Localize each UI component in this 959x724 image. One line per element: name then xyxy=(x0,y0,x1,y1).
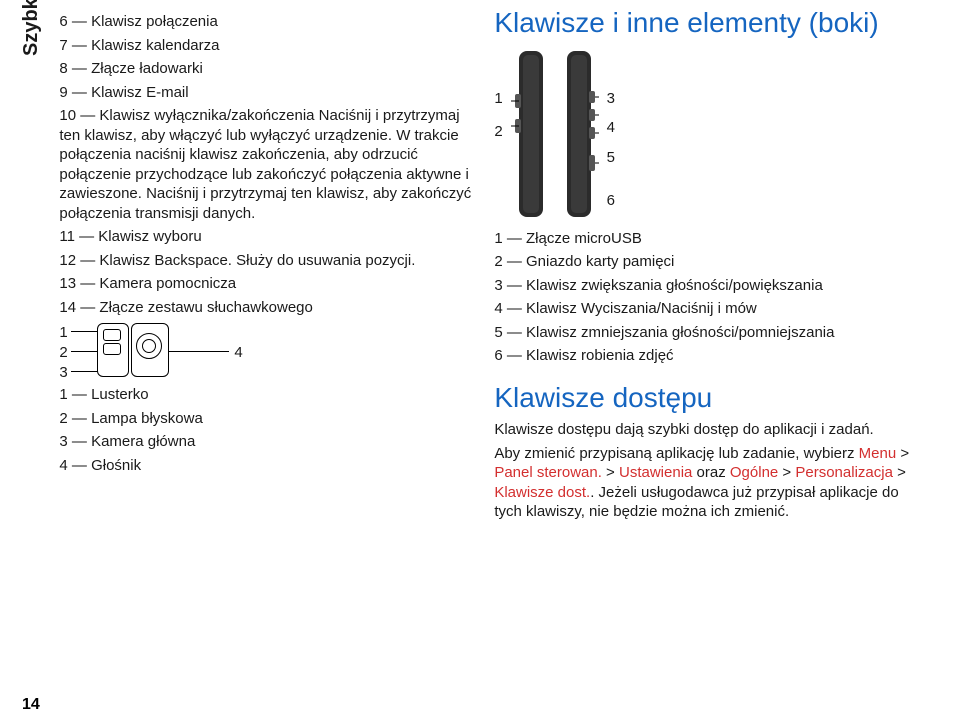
menu-path: Menu xyxy=(859,445,897,462)
text: oraz xyxy=(692,464,730,481)
legend-item: 3 — Klawisz zwiększania głośności/powięk… xyxy=(494,276,929,296)
section-side-label: Szybki start xyxy=(20,0,43,56)
section-title: Klawisze i inne elementy (boki) xyxy=(494,8,929,39)
diagram-label: 6 xyxy=(607,191,615,211)
menu-path: Panel sterowan. xyxy=(494,464,602,481)
rear-camera-diagram: 1 2 3 4 xyxy=(59,321,259,381)
legend-item: 3 — Kamera główna xyxy=(59,432,474,452)
menu-path: Personalizacja xyxy=(795,464,893,481)
legend-item: 1 — Złącze microUSB xyxy=(494,229,929,249)
paragraph: Klawisze dostępu dają szybki dostęp do a… xyxy=(494,420,929,440)
diagram-label-2: 2 xyxy=(59,343,67,363)
paragraph-menu-path: Aby zmienić przypisaną aplikację lub zad… xyxy=(494,444,929,522)
side-keys-diagram: 1 2 xyxy=(494,49,929,219)
right-column: Klawisze i inne elementy (boki) 1 2 xyxy=(494,8,929,716)
diagram-label: 5 xyxy=(607,148,615,168)
key-item: 10 — Klawisz wyłącznika/zakończenia Naci… xyxy=(59,106,474,223)
diagram-label-4: 4 xyxy=(234,343,242,363)
text: Aby zmienić przypisaną aplikację lub zad… xyxy=(494,445,858,462)
text: > xyxy=(602,464,619,481)
key-item: 9 — Klawisz E-mail xyxy=(59,83,474,103)
legend-item: 2 — Lampa błyskowa xyxy=(59,409,474,429)
diagram-label-3: 3 xyxy=(59,363,67,383)
side-label-column: Szybki start xyxy=(10,8,59,716)
manual-page: Szybki start 6 — Klawisz połączenia 7 — … xyxy=(0,0,959,724)
key-item: 13 — Kamera pomocnicza xyxy=(59,274,474,294)
key-item: 14 — Złącze zestawu słuchawkowego xyxy=(59,298,474,318)
diagram-label-1: 1 xyxy=(59,323,67,343)
key-item: 6 — Klawisz połączenia xyxy=(59,12,474,32)
menu-path: Klawisze dost. xyxy=(494,484,590,501)
legend-item: 1 — Lusterko xyxy=(59,385,474,405)
left-column: 6 — Klawisz połączenia 7 — Klawisz kalen… xyxy=(59,8,494,716)
legend-item: 4 — Głośnik xyxy=(59,456,474,476)
key-item: 8 — Złącze ładowarki xyxy=(59,59,474,79)
section-title-2: Klawisze dostępu xyxy=(494,380,929,416)
legend-item: 2 — Gniazdo karty pamięci xyxy=(494,252,929,272)
text: > xyxy=(778,464,795,481)
diagram-label: 2 xyxy=(494,122,502,142)
legend-item: 6 — Klawisz robienia zdjęć xyxy=(494,346,929,366)
text: > xyxy=(896,445,909,462)
legend-item: 5 — Klawisz zmniejszania głośności/pomni… xyxy=(494,323,929,343)
menu-path: Ustawienia xyxy=(619,464,692,481)
diagram-label: 3 xyxy=(607,89,615,109)
key-item: 11 — Klawisz wyboru xyxy=(59,227,474,247)
text: > xyxy=(893,464,906,481)
page-number: 14 xyxy=(22,696,40,714)
phone-side-right-icon xyxy=(559,49,599,219)
menu-path: Ogólne xyxy=(730,464,778,481)
key-item: 12 — Klawisz Backspace. Służy do usuwani… xyxy=(59,251,474,271)
phone-side-left-icon xyxy=(511,49,551,219)
diagram-label: 4 xyxy=(607,118,615,138)
diagram-label: 1 xyxy=(494,89,502,109)
diagram-right-labels: 3 4 5 6 xyxy=(607,89,615,211)
diagram-left-labels: 1 2 xyxy=(494,89,502,142)
legend-item: 4 — Klawisz Wyciszania/Naciśnij i mów xyxy=(494,299,929,319)
key-item: 7 — Klawisz kalendarza xyxy=(59,36,474,56)
